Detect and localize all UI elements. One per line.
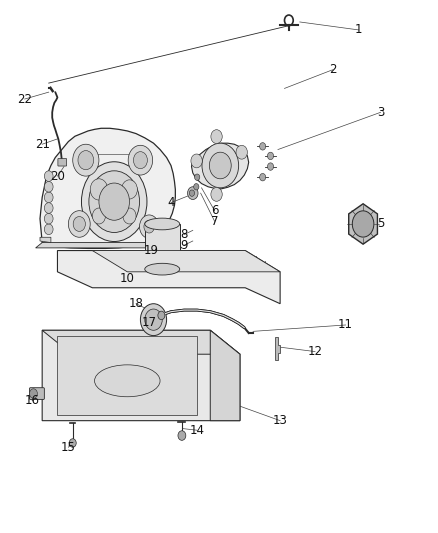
Polygon shape: [40, 128, 175, 248]
Circle shape: [141, 304, 166, 336]
Polygon shape: [210, 330, 240, 421]
Text: 14: 14: [190, 424, 205, 437]
Polygon shape: [145, 224, 180, 269]
Ellipse shape: [145, 263, 180, 275]
Circle shape: [209, 152, 231, 179]
Circle shape: [99, 183, 130, 220]
Text: 15: 15: [61, 441, 76, 454]
Ellipse shape: [95, 365, 160, 397]
Text: 21: 21: [35, 138, 49, 151]
Text: 20: 20: [50, 169, 65, 183]
Text: 6: 6: [211, 204, 219, 217]
Text: 19: 19: [144, 244, 159, 257]
Text: 22: 22: [17, 93, 32, 106]
Circle shape: [44, 181, 53, 192]
Circle shape: [268, 152, 274, 160]
Text: 13: 13: [273, 414, 288, 427]
Circle shape: [73, 144, 99, 176]
Text: 18: 18: [129, 297, 144, 310]
Text: 9: 9: [180, 239, 188, 252]
Circle shape: [194, 174, 200, 180]
Circle shape: [68, 211, 90, 237]
Polygon shape: [57, 336, 197, 415]
Circle shape: [260, 143, 266, 150]
Circle shape: [236, 146, 247, 159]
Text: 12: 12: [307, 345, 322, 358]
Circle shape: [123, 208, 136, 224]
Circle shape: [187, 187, 198, 199]
Circle shape: [134, 152, 148, 168]
Polygon shape: [35, 243, 182, 248]
Circle shape: [178, 431, 186, 440]
Polygon shape: [40, 237, 51, 243]
Text: 11: 11: [338, 319, 353, 332]
Text: 8: 8: [180, 228, 188, 241]
FancyBboxPatch shape: [29, 387, 44, 399]
Text: 16: 16: [25, 394, 39, 407]
Circle shape: [29, 389, 37, 398]
Polygon shape: [42, 330, 240, 354]
Circle shape: [73, 216, 85, 231]
Circle shape: [44, 203, 53, 213]
Text: 7: 7: [211, 215, 219, 228]
Circle shape: [128, 146, 152, 175]
Circle shape: [202, 143, 239, 188]
Polygon shape: [57, 251, 280, 304]
Text: 5: 5: [377, 217, 384, 230]
Text: 1: 1: [355, 23, 363, 36]
Circle shape: [211, 130, 222, 143]
Circle shape: [191, 154, 202, 168]
Circle shape: [69, 439, 76, 447]
Text: 2: 2: [329, 63, 336, 76]
Circle shape: [144, 220, 154, 233]
Circle shape: [352, 211, 374, 237]
Circle shape: [260, 173, 266, 181]
Text: 10: 10: [120, 272, 135, 285]
Text: 4: 4: [167, 196, 175, 209]
Circle shape: [268, 163, 274, 170]
Circle shape: [44, 213, 53, 224]
Ellipse shape: [145, 218, 180, 230]
Circle shape: [89, 171, 140, 232]
Text: 3: 3: [377, 106, 384, 119]
Circle shape: [78, 151, 94, 169]
Text: 17: 17: [141, 316, 157, 329]
Circle shape: [44, 171, 53, 181]
Circle shape: [90, 179, 108, 200]
Circle shape: [44, 224, 53, 235]
Circle shape: [81, 162, 147, 241]
Polygon shape: [92, 251, 280, 272]
Circle shape: [122, 180, 138, 199]
Circle shape: [44, 192, 53, 203]
Polygon shape: [349, 204, 378, 244]
Polygon shape: [42, 330, 240, 421]
Circle shape: [194, 183, 199, 190]
Circle shape: [189, 190, 194, 196]
Circle shape: [145, 309, 162, 330]
Polygon shape: [275, 337, 280, 360]
Circle shape: [158, 311, 165, 320]
Polygon shape: [191, 143, 249, 189]
FancyBboxPatch shape: [58, 159, 67, 166]
Circle shape: [211, 188, 222, 201]
Circle shape: [92, 208, 106, 224]
Circle shape: [140, 215, 159, 238]
